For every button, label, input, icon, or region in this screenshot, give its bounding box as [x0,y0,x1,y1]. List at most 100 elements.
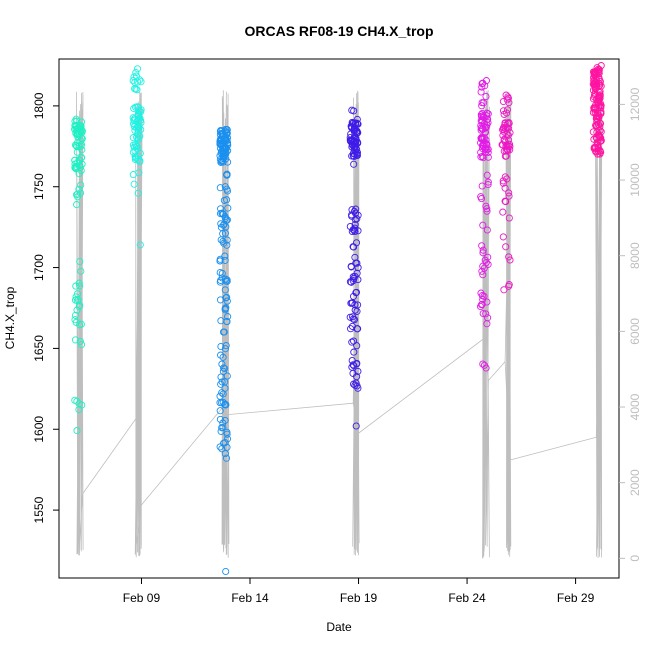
y-tick-label: 1550 [32,496,46,523]
data-point [506,256,514,264]
data-point [216,407,224,415]
data-point [505,189,513,197]
data-point [76,337,84,345]
data-point [223,430,231,438]
data-point [591,68,600,76]
data-point [348,211,356,219]
data-point [222,567,230,576]
data-point [499,233,507,241]
y2-tick-label: 12000 [628,87,642,121]
data-point [505,253,513,261]
data-point [219,328,228,336]
data-point [477,124,485,132]
data-point [479,271,487,279]
data-point [348,227,356,236]
data-point [505,214,513,222]
data-point [481,128,489,136]
data-point [133,143,141,151]
data-point [135,169,143,177]
data-point [217,342,225,351]
x-axis-label: Date [326,620,352,634]
data-point [347,325,355,333]
data-point [219,132,227,140]
data-point [221,252,229,260]
y-tick-label: 1750 [32,173,46,200]
altitude-connector [82,338,602,507]
data-point [351,253,359,261]
altitude-leg [504,92,512,557]
data-point [347,263,355,271]
data-point [484,260,492,268]
y2-tick-label: 8000 [628,242,642,269]
data-point [220,196,228,204]
data-point [503,130,511,139]
data-point [77,341,86,349]
data-point [223,241,231,249]
data-point [76,257,84,266]
x-tick-label: Feb 14 [231,591,269,605]
data-point [131,78,139,86]
data-point [476,302,485,311]
data-point [592,73,600,81]
data-point [219,230,227,238]
data-point [222,454,231,462]
data-point [349,315,357,323]
data-point [223,276,231,284]
data-point [481,146,489,154]
data-point [484,253,492,261]
data-point [352,289,360,297]
data-point [220,141,228,149]
data-point [216,399,224,407]
data-point [130,104,138,113]
altitude-leg [594,92,603,559]
data-point [221,400,229,408]
y2-tick-label: 10000 [628,163,642,197]
data-point [500,125,508,133]
data-point [483,207,491,215]
data-point [593,122,601,130]
data-point [135,123,143,132]
data-point [353,151,361,159]
data-point [75,185,83,193]
y-tick-label: 1600 [32,416,46,443]
flight-series [216,125,232,576]
flight-series [129,65,145,249]
data-point [219,353,227,361]
data-point [129,134,137,142]
data-point [353,215,361,223]
data-point [501,184,509,192]
altitude-trace [76,89,603,559]
data-point [590,104,598,112]
data-point [216,184,224,192]
data-point [478,182,486,190]
data-point [73,306,81,314]
data-point [477,88,485,96]
data-point [500,286,508,294]
data-point [223,435,232,443]
data-point [217,351,225,359]
data-point [221,256,229,264]
data-point [73,201,81,209]
data-point [482,92,490,101]
data-point [346,278,354,286]
data-point [349,277,357,285]
data-point [502,243,510,251]
y2-tick-label: 2000 [628,469,642,496]
data-point [71,311,80,319]
data-point [482,364,490,372]
data-point [348,338,356,346]
data-point [591,91,599,99]
data-point [72,293,80,301]
data-point [219,423,227,432]
x-tick-label: Feb 09 [123,591,161,605]
x-tick-label: Feb 29 [557,591,595,605]
data-point [77,320,85,328]
data-point [221,345,229,353]
data-point [223,297,231,305]
data-point [132,142,140,150]
data-point [136,149,144,157]
x-tick-label: Feb 19 [340,591,378,605]
data-point [129,148,137,156]
data-point [72,115,80,123]
data-point [222,145,230,153]
